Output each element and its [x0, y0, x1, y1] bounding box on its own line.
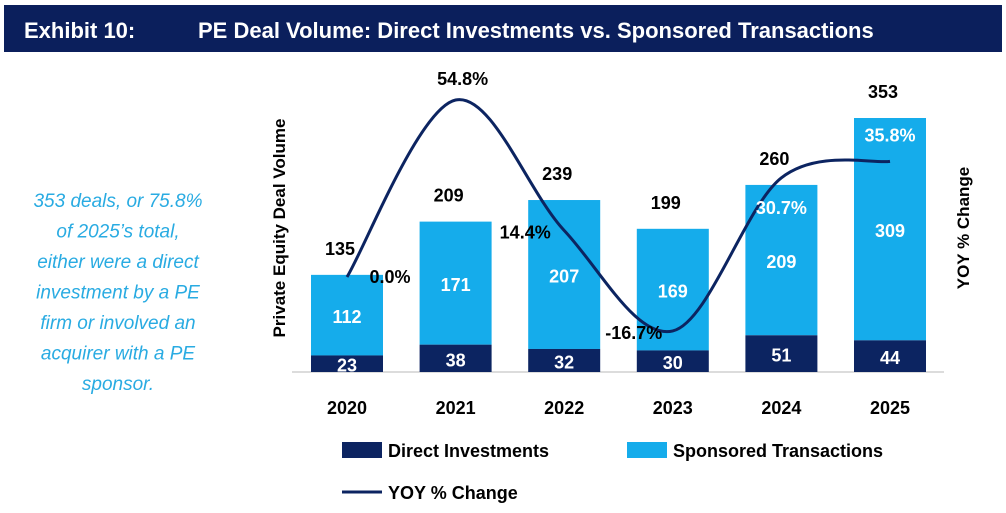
legend-label-direct: Direct Investments	[388, 441, 549, 461]
label-yoy: -16.7%	[605, 323, 662, 343]
label-sponsored: 171	[441, 275, 471, 295]
callout-line: sponsor.	[82, 374, 154, 395]
label-total: 353	[868, 82, 898, 102]
callout-line: 353 deals, or 75.8%	[33, 191, 202, 212]
x-tick-label: 2024	[761, 398, 801, 418]
callout-line: either were a direct	[37, 252, 199, 273]
x-tick-label: 2025	[870, 398, 910, 418]
exhibit-title: PE Deal Volume: Direct Investments vs. S…	[198, 18, 874, 43]
bar-sponsored	[528, 200, 601, 349]
bar-direct	[745, 335, 818, 372]
legend: Direct Investments Sponsored Transaction…	[342, 441, 883, 503]
label-direct: 30	[663, 353, 683, 373]
label-total: 239	[542, 164, 572, 184]
bar-sponsored	[311, 274, 383, 356]
legend-swatch-direct	[342, 442, 382, 458]
callout-line: investment by a PE	[36, 283, 200, 304]
bar-direct	[854, 340, 926, 372]
label-direct: 44	[880, 348, 900, 368]
y-axis-title: Private Equity Deal Volume	[270, 119, 289, 338]
bar-sponsored	[419, 221, 492, 345]
callout-text: 353 deals, or 75.8% of 2025’s total, eithe…	[33, 191, 202, 395]
callout-line: acquirer with a PE	[41, 344, 196, 365]
bar-sponsored	[854, 118, 926, 341]
y2-axis-title: YOY % Change	[954, 167, 973, 290]
x-tick-label: 2021	[436, 398, 476, 418]
bar-direct	[636, 350, 709, 372]
label-sponsored: 209	[766, 252, 796, 272]
label-yoy: 0.0%	[369, 267, 410, 287]
label-direct: 32	[554, 352, 574, 372]
legend-swatch-sponsored	[627, 442, 667, 458]
legend-label-sponsored: Sponsored Transactions	[673, 441, 883, 461]
yoy-line	[345, 98, 891, 334]
label-direct: 51	[771, 346, 791, 366]
bar-direct	[311, 355, 383, 372]
label-yoy: 54.8%	[437, 69, 488, 89]
label-total: 260	[759, 149, 789, 169]
bar-direct	[528, 348, 601, 372]
label-sponsored: 309	[875, 221, 905, 241]
label-total: 209	[434, 186, 464, 206]
exhibit-number: Exhibit 10:	[24, 18, 135, 43]
x-tick-label: 2020	[327, 398, 367, 418]
label-total: 135	[325, 239, 355, 259]
label-sponsored: 169	[658, 282, 688, 302]
header-band	[4, 5, 1002, 52]
callout-line: firm or involved an	[40, 313, 195, 334]
x-tick-label: 2022	[544, 398, 584, 418]
label-total: 199	[651, 193, 681, 213]
label-direct: 38	[446, 350, 466, 370]
label-sponsored: 207	[549, 267, 579, 287]
label-yoy: 30.7%	[756, 198, 807, 218]
label-sponsored: 112	[332, 307, 361, 327]
legend-label-yoy: YOY % Change	[388, 483, 518, 503]
bar-direct	[419, 344, 492, 372]
label-yoy: 35.8%	[864, 125, 915, 145]
callout-line: of 2025’s total,	[56, 222, 179, 243]
label-yoy: 14.4%	[500, 222, 551, 242]
x-tick-label: 2023	[653, 398, 693, 418]
label-direct: 23	[337, 356, 357, 376]
